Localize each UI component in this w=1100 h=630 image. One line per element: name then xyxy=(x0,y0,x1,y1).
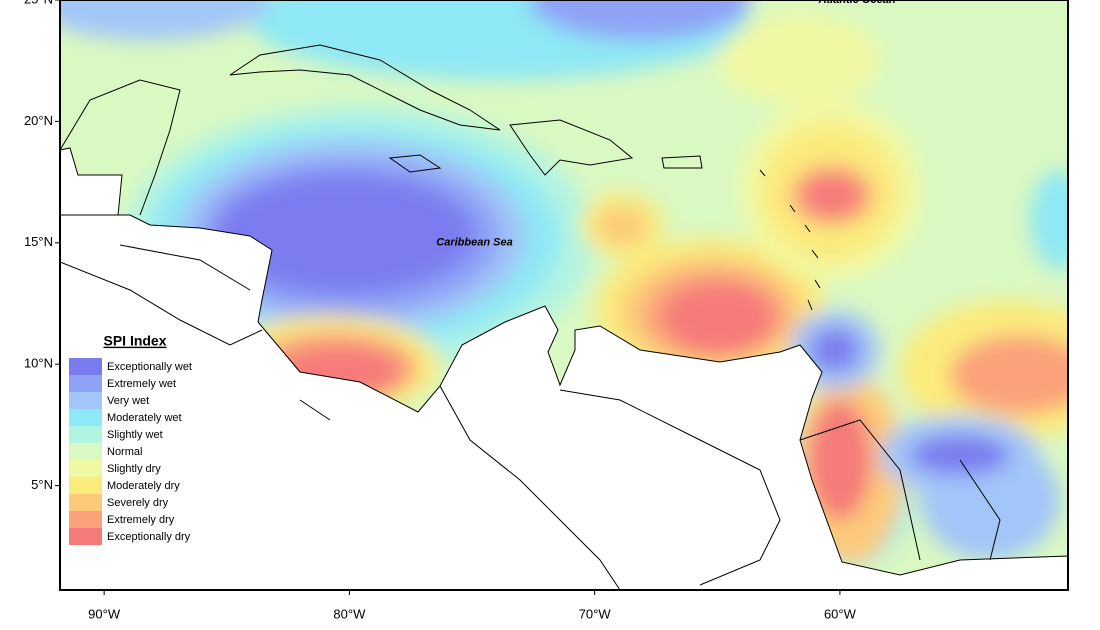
spi-field xyxy=(60,0,270,40)
legend: SPI Index Exceptionally wet Extremely wet… xyxy=(69,333,192,545)
legend-label: Normal xyxy=(107,446,142,458)
legend-label: Slightly dry xyxy=(107,463,161,475)
spi-field xyxy=(530,0,750,40)
legend-swatch xyxy=(69,375,102,392)
yucatan xyxy=(60,79,181,216)
legend-label: Exceptionally dry xyxy=(107,531,191,543)
place-label: Caribbean Sea xyxy=(436,237,512,249)
legend-swatch xyxy=(69,443,102,460)
legend-label: Moderately wet xyxy=(107,412,182,424)
lesser-antilles xyxy=(759,169,821,311)
spi-field xyxy=(597,206,647,246)
legend-swatch xyxy=(69,511,102,528)
spi-field xyxy=(910,435,1010,475)
legend-swatch xyxy=(69,494,102,511)
map-frame xyxy=(59,0,1069,591)
legend-swatch xyxy=(69,358,102,375)
place-labels: Atlantic Ocean Caribbean Sea xyxy=(436,0,896,249)
land-mask xyxy=(60,214,1068,590)
legend-label: Extremely wet xyxy=(107,378,176,390)
spi-field xyxy=(810,328,860,372)
legend-label: Severely dry xyxy=(107,497,169,509)
legend-swatch xyxy=(69,477,102,494)
spi-field xyxy=(720,15,880,105)
map-area: Atlantic Ocean Caribbean Sea xyxy=(60,0,1068,590)
spi-field xyxy=(950,335,1068,415)
hispaniola xyxy=(509,119,634,176)
spi-field xyxy=(808,400,872,520)
legend-label: Extremely dry xyxy=(107,514,175,526)
legend-swatch xyxy=(69,392,102,409)
spi-field xyxy=(663,283,773,353)
puerto-rico xyxy=(661,155,703,169)
legend-label: Slightly wet xyxy=(107,429,163,441)
legend-swatch xyxy=(69,460,102,477)
lat-tick-label: 10°N xyxy=(24,356,53,371)
lat-tick-label: 25°N xyxy=(24,0,53,6)
graticule-ticks: 25°N 20°N 15°N 10°N 5°N 90°W 80°W 70°W 60°W xyxy=(24,0,857,621)
lon-tick-label: 60°W xyxy=(824,606,857,621)
country-borders xyxy=(60,244,1001,590)
spi-field xyxy=(215,174,475,294)
spi-field xyxy=(1030,170,1068,270)
lon-tick-label: 80°W xyxy=(333,606,366,621)
spi-field xyxy=(804,174,860,218)
legend-swatch xyxy=(69,426,102,443)
lat-tick-label: 5°N xyxy=(31,477,53,492)
legend-title: SPI Index xyxy=(103,333,166,349)
jamaica xyxy=(388,154,442,173)
legend-swatch xyxy=(69,528,102,545)
legend-swatch xyxy=(69,409,102,426)
lat-tick-label: 20°N xyxy=(24,113,53,128)
cuba xyxy=(229,44,501,131)
mexico-land xyxy=(60,147,123,216)
legend-label: Exceptionally wet xyxy=(107,361,192,373)
lon-tick-label: 90°W xyxy=(88,606,121,621)
legend-label: Very wet xyxy=(107,395,149,407)
place-label: Atlantic Ocean xyxy=(818,0,896,6)
legend-label: Moderately dry xyxy=(107,480,180,492)
lat-tick-label: 15°N xyxy=(24,234,53,249)
lon-tick-label: 70°W xyxy=(579,606,612,621)
